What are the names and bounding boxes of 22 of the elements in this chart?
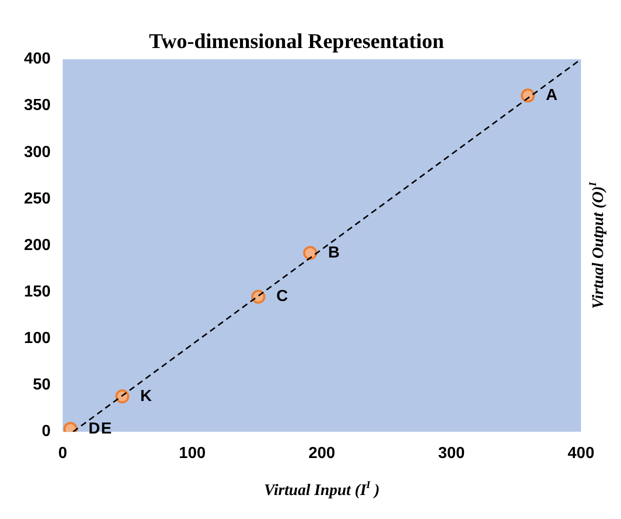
annotation: K [140, 388, 152, 405]
annotation: D [88, 420, 100, 438]
annotation: B [328, 244, 340, 262]
y-axis-title: Virtual Output (O)I [588, 181, 608, 309]
x-tick-label: 200 [308, 444, 336, 462]
x-tick-label: 300 [438, 444, 465, 462]
x-tick-label: 400 [568, 444, 594, 462]
annotation: C [276, 288, 288, 306]
y-tick-label: 150 [24, 283, 51, 300]
y-tick-label: 100 [24, 330, 51, 348]
annotation: E [101, 420, 112, 438]
y-tick-label: 0 [42, 423, 51, 440]
y-tick-label: 50 [32, 376, 51, 394]
chart-title: Two-dimensional Representation [149, 29, 444, 54]
annotation: A [546, 86, 558, 104]
y-tick-label: 300 [24, 144, 51, 161]
y-tick-label: 200 [24, 236, 51, 254]
y-tick-label: 250 [24, 190, 51, 208]
x-tick-label: 100 [178, 444, 206, 462]
y-tick-label: 400 [24, 50, 51, 68]
x-tick-label: 0 [58, 444, 68, 462]
y-tick-label: 350 [24, 97, 51, 114]
